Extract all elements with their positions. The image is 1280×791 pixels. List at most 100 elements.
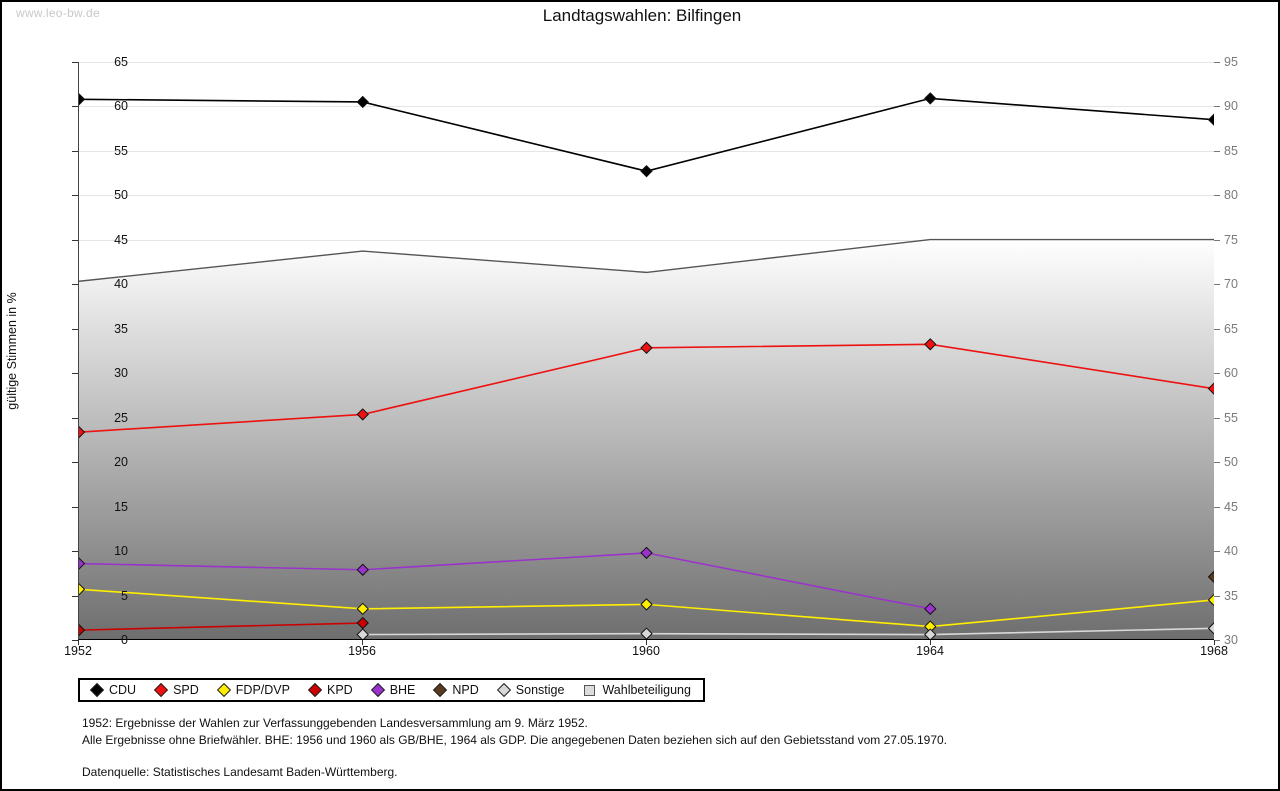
y-axis-left-tick-label: 30 (114, 366, 128, 381)
data-point-marker (924, 338, 937, 351)
legend-diamond-icon (89, 682, 105, 698)
x-axis-tickmark (362, 640, 363, 645)
y-axis-right-tickmark (1214, 150, 1220, 152)
y-axis-right-tickmark (1214, 239, 1220, 241)
y-axis-right-tick-label: 90 (1224, 99, 1238, 114)
y-axis-left-tickmark (72, 195, 78, 197)
gridline (79, 150, 1214, 152)
data-point-marker (79, 623, 86, 637)
left-axis-title: gültige Stimmen in % (5, 292, 19, 410)
y-axis-left-tickmark (72, 595, 78, 597)
data-point-marker (356, 408, 369, 421)
y-axis-left-tick-label: 50 (114, 188, 128, 203)
legend-label: Wahlbeteiligung (602, 683, 691, 697)
x-axis-tick-label: 1964 (916, 644, 944, 658)
y-axis-left-tickmark (72, 640, 78, 641)
wahlbeteiligung-line (79, 238, 1214, 282)
y-axis-right-tickmark (1214, 462, 1220, 464)
y-axis-right-tickmark (1214, 284, 1220, 286)
y-axis-right-tickmark (1214, 106, 1220, 108)
data-point-marker (924, 602, 937, 616)
y-axis-left-tick-label: 65 (114, 55, 128, 69)
data-point-marker (356, 563, 369, 576)
y-axis-right-tickmark (1214, 373, 1220, 375)
y-axis-left-tickmark (72, 239, 78, 241)
y-axis-right-tickmark (1214, 62, 1220, 63)
y-axis-right-tick-label: 65 (1224, 321, 1238, 336)
data-point-marker (640, 598, 653, 611)
legend-label: BHE (389, 683, 416, 697)
legend-label: Sonstige (515, 683, 565, 697)
gridline (79, 106, 1214, 108)
y-axis-right-tickmark (1214, 551, 1220, 553)
x-axis-tick-label: 1952 (64, 644, 92, 658)
legend-diamond-icon (154, 682, 169, 698)
y-axis-left-tick-label: 60 (114, 99, 128, 114)
data-point-marker (1207, 113, 1214, 126)
legend-item-kpd[interactable]: KPD (307, 682, 353, 698)
y-axis-left-tickmark (72, 62, 78, 63)
y-axis-left-tickmark (72, 328, 78, 330)
page-title: Landtagswahlen: Bilfingen (542, 6, 742, 25)
legend-diamond-icon (216, 682, 231, 698)
y-axis-left-tick-label: 25 (114, 410, 128, 425)
y-axis-right-tickmark (1214, 328, 1220, 330)
legend-item-bhe[interactable]: BHE (370, 682, 416, 698)
data-point-marker (1207, 382, 1214, 395)
series-line-kpd (79, 622, 363, 631)
legend-item-cdu[interactable]: CDU (89, 682, 137, 698)
y-axis-left-tickmark (72, 373, 78, 375)
plot-wrapper: gültige Stimmen in % Wahlbeteiligung in … (5, 55, 1238, 658)
x-axis-tickmark (930, 640, 931, 645)
x-axis-tick-label: 1968 (1200, 644, 1228, 658)
data-point-marker (79, 93, 86, 106)
x-axis-tickmark (78, 640, 79, 645)
legend-item-sonstige[interactable]: Sonstige (496, 682, 565, 698)
x-axis-tickmark (646, 640, 647, 645)
y-axis-left-tick-label: 0 (121, 633, 128, 647)
y-axis-right-tick-label: 45 (1224, 499, 1238, 514)
data-point-marker (356, 95, 369, 109)
y-axis-left-tickmark (72, 462, 78, 464)
data-point-marker (640, 546, 653, 560)
legend-diamond-icon (433, 682, 448, 698)
data-point-marker (640, 627, 653, 639)
legend-label: KPD (326, 683, 353, 697)
y-axis-left-tickmark (72, 417, 78, 419)
watermark: www.leo-bw.de (16, 6, 100, 20)
series-line-bhe (79, 552, 931, 610)
gridline (79, 62, 1214, 63)
x-axis-tickmark (1214, 640, 1215, 645)
data-point-marker (79, 425, 86, 439)
y-axis-left-tickmark (72, 506, 78, 508)
y-axis-right-tickmark (1214, 506, 1220, 508)
x-axis-tick-label: 1956 (348, 644, 376, 658)
y-axis-left-tick-label: 10 (114, 544, 128, 559)
y-axis-right-tick-label: 80 (1224, 188, 1238, 203)
legend-diamond-icon (307, 682, 323, 698)
legend-item-fdp-dvp[interactable]: FDP/DVP (216, 682, 290, 698)
y-axis-right-tick-label: 40 (1224, 544, 1238, 559)
data-point-marker (79, 557, 86, 570)
y-axis-right-tick-label: 75 (1224, 232, 1238, 247)
footnotes: 1952: Ergebnisse der Wahlen zur Verfassu… (82, 715, 947, 781)
footnote-source: Datenquelle: Statistisches Landesamt Bad… (82, 764, 398, 779)
legend: CDU SPD FDP/DVP KPD BHE NPD Sonstige Wahlbeteil… (78, 678, 705, 702)
legend-item-npd[interactable]: NPD (433, 682, 479, 698)
data-point-marker (640, 164, 653, 178)
data-point-marker (356, 602, 369, 616)
data-point-marker (640, 341, 653, 355)
y-axis-left-tick-label: 5 (121, 588, 128, 603)
series-line-sonstige (362, 627, 1214, 636)
y-axis-left-tickmark (72, 284, 78, 286)
y-axis-right-tickmark (1214, 640, 1220, 641)
y-axis-right-tick-label: 70 (1224, 277, 1238, 292)
legend-item-spd[interactable]: SPD (154, 682, 199, 698)
footnote-line-1: 1952: Ergebnisse der Wahlen zur Verfassu… (82, 716, 588, 730)
x-axis-tick-label: 1960 (632, 644, 660, 658)
data-point-marker (924, 628, 937, 639)
legend-label: CDU (109, 683, 137, 697)
data-point-marker (1207, 570, 1214, 584)
legend-item-wahlbeteiligung[interactable]: Wahlbeteiligung (584, 683, 691, 697)
